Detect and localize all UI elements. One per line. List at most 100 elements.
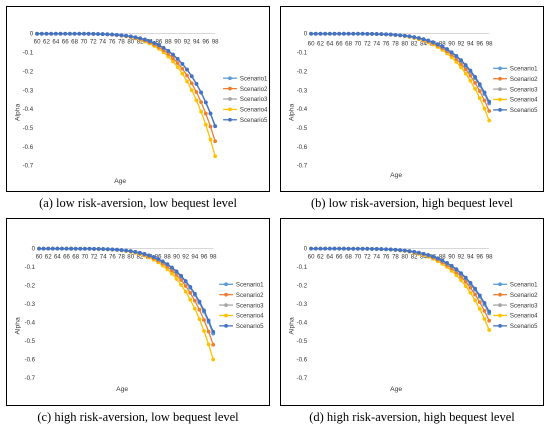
data-point-scenario5 (365, 31, 370, 36)
data-point-scenario2 (477, 89, 482, 94)
data-point-scenario5 (63, 31, 68, 36)
legend-swatch-marker (498, 97, 502, 102)
x-tick-label: 64 (54, 254, 61, 261)
data-point-scenario5 (309, 31, 313, 36)
data-point-scenario2 (482, 98, 487, 103)
data-point-scenario5 (73, 246, 78, 251)
data-point-scenario5 (445, 47, 449, 51)
x-tick-label: 80 (401, 41, 408, 48)
data-point-scenario5 (379, 32, 384, 36)
x-tick-label: 94 (191, 254, 198, 261)
data-point-scenario5 (459, 58, 463, 62)
data-point-scenario5 (370, 32, 374, 36)
x-tick-label: 84 (420, 41, 427, 48)
y-tick-label: -0.7 (25, 375, 36, 382)
legend-swatch-marker (228, 117, 232, 122)
x-tick-label: 94 (193, 39, 200, 46)
data-point-scenario5 (203, 100, 208, 105)
legend-swatch-marker (224, 292, 228, 297)
x-tick-label: 66 (62, 39, 69, 46)
chart-c-svg: 0-0.1-0.2-0.3-0.4-0.5-0.6-0.760 62 64 66 68 7… (14, 246, 264, 393)
series-line-scenario5 (37, 33, 216, 127)
data-point-scenario5 (100, 32, 105, 36)
chart-panel-b: 0 -0.1 -0.2 -0.3 -0.4 -0.5 -0.6 -0.7 60 62 64 66 68 7… (280, 6, 544, 192)
data-point-scenario5 (171, 52, 175, 57)
data-point-scenario5 (365, 246, 370, 251)
legend-swatch-marker (498, 282, 502, 287)
data-point-scenario5 (407, 34, 412, 39)
data-point-scenario5 (138, 36, 143, 41)
series-line-scenario2 (37, 33, 216, 142)
data-point-scenario2 (482, 309, 487, 313)
data-point-scenario4 (183, 289, 188, 294)
data-point-scenario5 (351, 31, 356, 36)
data-point-scenario5 (194, 81, 199, 86)
data-point-scenario5 (147, 253, 151, 258)
x-tick-label: 60 (34, 39, 41, 46)
y-tick-label: -0.2 (23, 68, 34, 75)
data-point-scenario5 (482, 301, 487, 305)
data-point-scenario5 (92, 246, 96, 251)
data-point-scenario5 (82, 31, 86, 36)
data-point-scenario5 (374, 247, 379, 251)
data-point-scenario5 (337, 246, 342, 251)
x-tick-label: 76 (109, 254, 116, 261)
x-tick-label: 70 (81, 254, 88, 261)
data-point-scenario5 (185, 67, 189, 72)
data-point-scenario5 (435, 42, 440, 46)
x-tick-label: 70 (355, 254, 362, 261)
data-point-scenario5 (342, 31, 346, 36)
data-point-scenario2 (183, 284, 188, 288)
data-point-scenario5 (388, 32, 393, 37)
data-point-scenario5 (211, 329, 216, 334)
x-tick-label: 88 (164, 254, 171, 261)
data-point-scenario2 (487, 318, 492, 323)
legend-swatch-marker (498, 323, 502, 328)
y-axis-label: Alpha (14, 104, 21, 121)
data-point-scenario5 (416, 36, 421, 40)
x-tick-label: 74 (373, 41, 380, 48)
data-point-scenario5 (192, 291, 197, 296)
data-point-scenario5 (77, 31, 82, 36)
caption-a: (a) low risk-aversion, low bequest level (39, 196, 237, 210)
data-point-scenario2 (202, 318, 206, 322)
data-point-scenario5 (151, 255, 156, 259)
x-tick-label: 76 (383, 254, 390, 261)
data-point-scenario4 (454, 273, 459, 278)
data-point-scenario2 (171, 56, 175, 60)
data-point-scenario5 (323, 246, 328, 251)
data-point-scenario2 (468, 73, 473, 78)
x-tick-label: 72 (364, 41, 371, 48)
y-tick-label: -0.4 (23, 106, 34, 113)
data-point-scenario5 (213, 124, 218, 129)
x-tick-label: 70 (81, 39, 88, 46)
data-point-scenario5 (384, 32, 388, 37)
legend-swatch-marker (228, 76, 232, 81)
y-tick-label: -0.4 (297, 320, 308, 327)
x-tick-label: 96 (201, 254, 208, 261)
data-point-scenario2 (206, 329, 211, 334)
x-tick-label: 98 (486, 41, 493, 48)
data-point-scenario5 (370, 246, 374, 251)
legend-entry: Scenario1 (510, 66, 538, 73)
data-point-scenario5 (60, 246, 64, 251)
data-point-scenario5 (72, 31, 77, 36)
data-point-scenario5 (393, 32, 398, 37)
data-point-scenario5 (174, 269, 179, 274)
series-line-scenario4 (311, 248, 490, 331)
data-point-scenario2 (199, 100, 203, 104)
data-point-scenario5 (384, 247, 388, 252)
x-tick-label: 90 (173, 254, 180, 261)
x-tick-label: 98 (212, 39, 219, 46)
data-point-scenario5 (393, 247, 398, 252)
x-tick-label: 60 (308, 254, 315, 261)
x-tick-label: 68 (72, 254, 79, 261)
y-tick-label: -0.1 (297, 50, 308, 57)
y-tick-label: -0.6 (297, 356, 308, 363)
data-point-scenario5 (332, 246, 337, 251)
caption-c: (c) high risk-aversion, low bequest leve… (37, 410, 239, 424)
data-point-scenario5 (313, 31, 318, 36)
data-point-scenario4 (170, 271, 174, 276)
y-tick-label: -0.5 (23, 125, 34, 132)
